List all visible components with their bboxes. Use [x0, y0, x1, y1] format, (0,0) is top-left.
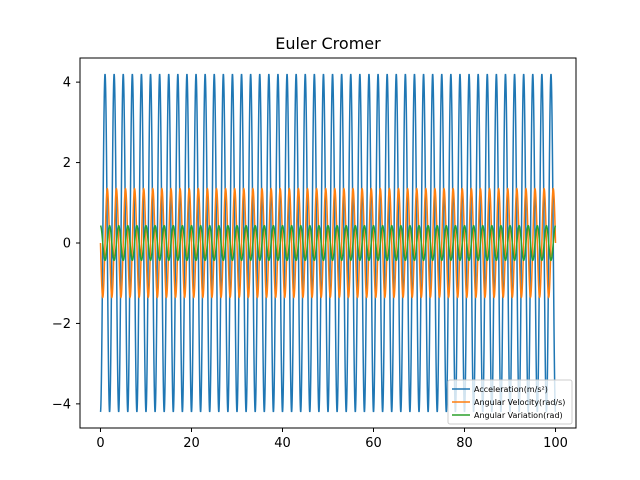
- x-tick-label: 60: [365, 436, 382, 451]
- x-tick-label: 40: [274, 436, 291, 451]
- y-tick-label: −4: [52, 397, 71, 412]
- x-tick-label: 100: [543, 436, 568, 451]
- series-layer: [99, 73, 557, 413]
- y-tick-label: −2: [52, 317, 71, 332]
- legend-label-2: Angular Variation(rad): [474, 411, 563, 420]
- legend: Acceleration(m/s²) Angular Velocity(rad/s…: [447, 379, 573, 425]
- x-tick-label: 0: [96, 436, 104, 451]
- legend-label-1: Angular Velocity(rad/s): [474, 398, 565, 407]
- legend-label-0: Acceleration(m/s²): [474, 385, 548, 394]
- legend-box: [447, 379, 573, 425]
- x-axis: 0 20 40 60 80 100: [96, 428, 568, 451]
- x-tick-label: 80: [456, 436, 473, 451]
- series-line-1: [99, 187, 557, 299]
- y-axis: −4 −2 0 2 4: [52, 76, 80, 412]
- series-line-2: [99, 224, 557, 262]
- y-tick-label: 4: [63, 76, 71, 91]
- chart-title: Euler Cromer: [275, 34, 381, 53]
- y-tick-label: 0: [63, 237, 71, 252]
- x-tick-label: 20: [183, 436, 200, 451]
- series-line-0: [99, 73, 557, 413]
- y-tick-label: 2: [63, 156, 71, 171]
